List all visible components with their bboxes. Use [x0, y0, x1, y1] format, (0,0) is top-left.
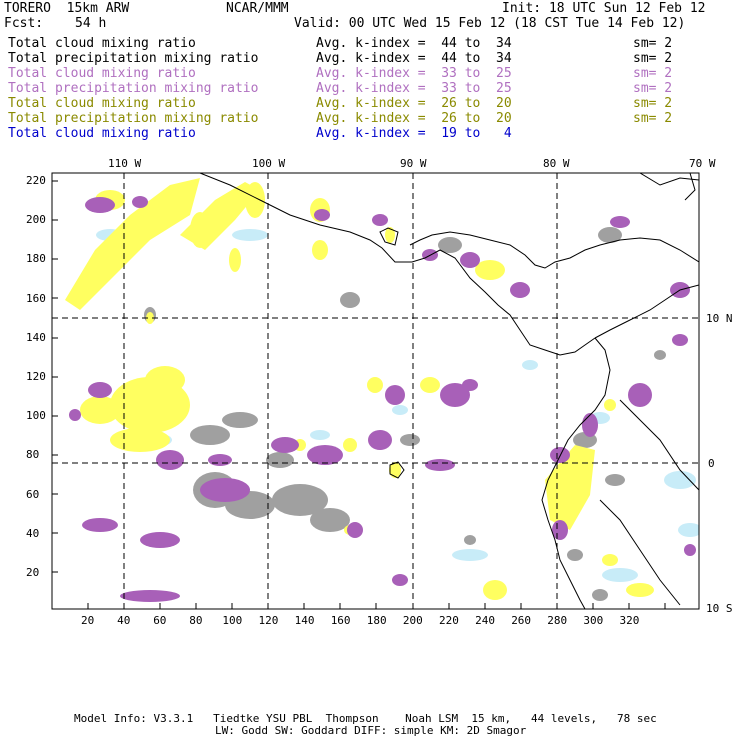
legend-k-index: Avg. k-index = 26 to 20 [316, 96, 512, 111]
model-title: TORERO 15km ARW [4, 1, 130, 16]
x-tick-label: 200 [402, 614, 423, 627]
x-tick-label: 260 [511, 614, 532, 627]
legend-field-name: Total cloud mixing ratio [8, 96, 196, 111]
legend-k-index: Avg. k-index = 44 to 34 [316, 36, 512, 51]
legend-field-name: Total cloud mixing ratio [8, 66, 196, 81]
legend-k-index: Avg. k-index = 44 to 34 [316, 51, 512, 66]
y-tick-label: 40 [26, 526, 40, 540]
y-tick-label: 160 [26, 291, 46, 305]
forecast-hour: 54 h [75, 16, 107, 31]
y-tick-label: 200 [26, 213, 46, 227]
y-tick-label: 80 [26, 448, 40, 462]
legend-smoothing: sm= 2 [633, 96, 673, 111]
x-tick-label: 280 [547, 614, 568, 627]
y-tick-label: 140 [26, 330, 46, 344]
legend-k-index: Avg. k-index = 33 to 25 [316, 66, 512, 81]
y-tick-label: 180 [26, 252, 46, 266]
x-tick-label: 160 [330, 614, 351, 627]
x-tick-label: 240 [475, 614, 495, 627]
coastlines [199, 173, 699, 609]
axis-ticks [52, 180, 666, 609]
x-tick-label: 300 [583, 614, 604, 627]
y-tick-label: 120 [26, 370, 46, 383]
x-tick-label: 20 [81, 614, 95, 627]
legend-field-name: Total cloud mixing ratio [8, 36, 196, 51]
legend-smoothing: sm= 2 [633, 51, 673, 66]
legend-smoothing: sm= 2 [633, 81, 673, 96]
legend-smoothing: sm= 2 [633, 66, 673, 81]
lat-label-10s: 10 S [706, 602, 733, 615]
purple-cloud-areas [69, 196, 696, 602]
lat-label-0: 0 [708, 457, 715, 470]
x-tick-label: 120 [258, 614, 279, 627]
y-tick-label: 100 [26, 409, 46, 423]
legend-smoothing: sm= 2 [633, 111, 673, 126]
legend-field-name: Total cloud mixing ratio [8, 126, 196, 141]
legend-smoothing: sm= 2 [633, 36, 673, 51]
lon-label-100w: 100 W [252, 157, 286, 170]
x-tick-label: 220 [439, 614, 459, 627]
y-tick-label: 60 [26, 487, 40, 501]
x-tick-label: 40 [117, 614, 131, 627]
legend-k-index: Avg. k-index = 19 to 4 [316, 126, 512, 141]
lon-label-70w: 70 W [689, 157, 716, 170]
init-time: Init: 18 UTC Sun 12 Feb 12 [502, 1, 706, 16]
legend-k-index: Avg. k-index = 26 to 20 [316, 111, 512, 126]
legend-k-index: Avg. k-index = 33 to 25 [316, 81, 512, 96]
x-tick-label: 320 [619, 614, 640, 627]
model-info-line2: LW: Godd SW: Goddard DIFF: simple KM: 2D… [215, 724, 527, 737]
lon-label-90w: 90 W [400, 157, 427, 170]
y-tick-label: 20 [26, 566, 40, 579]
x-tick-label: 60 [153, 614, 167, 627]
legend-field-name: Total precipitation mixing ratio [8, 51, 259, 66]
x-tick-label: 80 [189, 614, 203, 627]
x-tick-label: 180 [366, 614, 387, 627]
graticule [52, 173, 699, 609]
legend-field-name: Total precipitation mixing ratio [8, 111, 259, 126]
valid-time: Valid: 00 UTC Wed 15 Feb 12 (18 CST Tue … [294, 16, 686, 31]
forecast-label: Fcst: [4, 16, 44, 31]
y-tick-label: 220 [26, 174, 46, 187]
legend-field-name: Total precipitation mixing ratio [8, 81, 259, 96]
lon-label-80w: 80 W [543, 157, 570, 170]
organization-label: NCAR/MMM [226, 1, 289, 16]
lon-label-110w: 110 W [108, 157, 142, 170]
model-info-line1: Model Info: V3.3.1 Tiedtke YSU PBL Thomp… [74, 712, 657, 725]
lat-label-10n: 10 N [706, 312, 733, 325]
x-tick-label: 100 [222, 614, 243, 627]
x-tick-label: 140 [294, 614, 315, 627]
